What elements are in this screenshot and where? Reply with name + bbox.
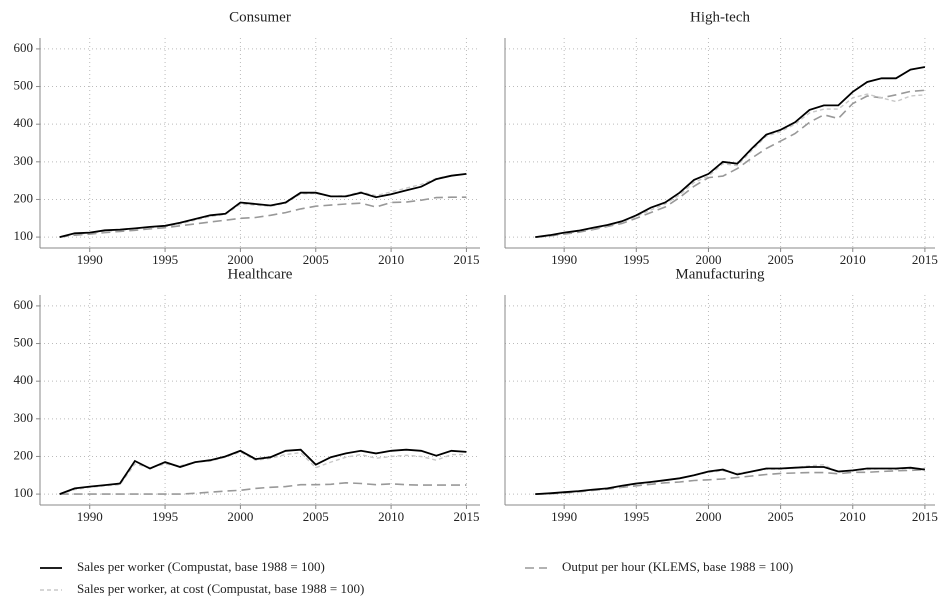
x-tick-label: 2000 (695, 252, 721, 267)
y-tick-label: 500 (14, 78, 34, 93)
x-tick-label: 2015 (453, 509, 479, 524)
x-tick-label: 2005 (303, 509, 329, 524)
panel-title: Manufacturing (675, 266, 765, 282)
y-tick-label: 600 (14, 40, 34, 55)
panel-title: High-tech (690, 9, 750, 25)
y-tick-label: 200 (14, 190, 34, 205)
x-tick-label: 2015 (912, 252, 938, 267)
x-tick-label: 2005 (768, 509, 794, 524)
y-tick-label: 100 (14, 228, 34, 243)
x-tick-label: 2005 (768, 252, 794, 267)
x-tick-label: 2010 (840, 509, 866, 524)
x-tick-label: 1990 (77, 252, 103, 267)
x-tick-label: 1995 (623, 509, 649, 524)
series-line (535, 89, 925, 238)
x-tick-label: 1995 (623, 252, 649, 267)
x-tick-label: 1995 (152, 252, 178, 267)
series-line (59, 173, 467, 238)
series-line (59, 196, 467, 238)
panel-title: Healthcare (228, 266, 293, 282)
y-tick-label: 100 (14, 485, 34, 500)
series-line (59, 448, 467, 495)
x-tick-label: 2005 (303, 252, 329, 267)
y-tick-label: 200 (14, 447, 34, 462)
x-tick-label: 2010 (378, 509, 404, 524)
series-line (535, 466, 926, 495)
y-tick-label: 500 (14, 335, 34, 350)
series-line (59, 451, 467, 495)
legend-label: Sales per worker, at cost (Compustat, ba… (77, 581, 364, 596)
x-tick-label: 1990 (551, 252, 577, 267)
series-line (535, 468, 925, 495)
x-tick-label: 1995 (152, 509, 178, 524)
x-tick-label: 2000 (227, 509, 253, 524)
series-line (535, 93, 925, 238)
y-tick-label: 400 (14, 372, 34, 387)
x-tick-label: 2015 (912, 509, 938, 524)
x-tick-label: 2015 (453, 252, 479, 267)
legend-label: Sales per worker (Compustat, base 1988 =… (77, 559, 325, 574)
x-tick-label: 2010 (378, 252, 404, 267)
x-tick-label: 1990 (77, 509, 103, 524)
x-tick-label: 2000 (695, 509, 721, 524)
y-tick-label: 300 (14, 410, 34, 425)
legend-label: Output per hour (KLEMS, base 1988 = 100) (562, 559, 793, 574)
y-tick-label: 600 (14, 297, 34, 312)
panel-title: Consumer (229, 9, 291, 25)
y-tick-label: 300 (14, 153, 34, 168)
series-line (59, 481, 467, 495)
x-tick-label: 1990 (551, 509, 577, 524)
x-tick-label: 2010 (840, 252, 866, 267)
x-tick-label: 2000 (227, 252, 253, 267)
series-line (535, 66, 926, 238)
y-tick-label: 400 (14, 115, 34, 130)
